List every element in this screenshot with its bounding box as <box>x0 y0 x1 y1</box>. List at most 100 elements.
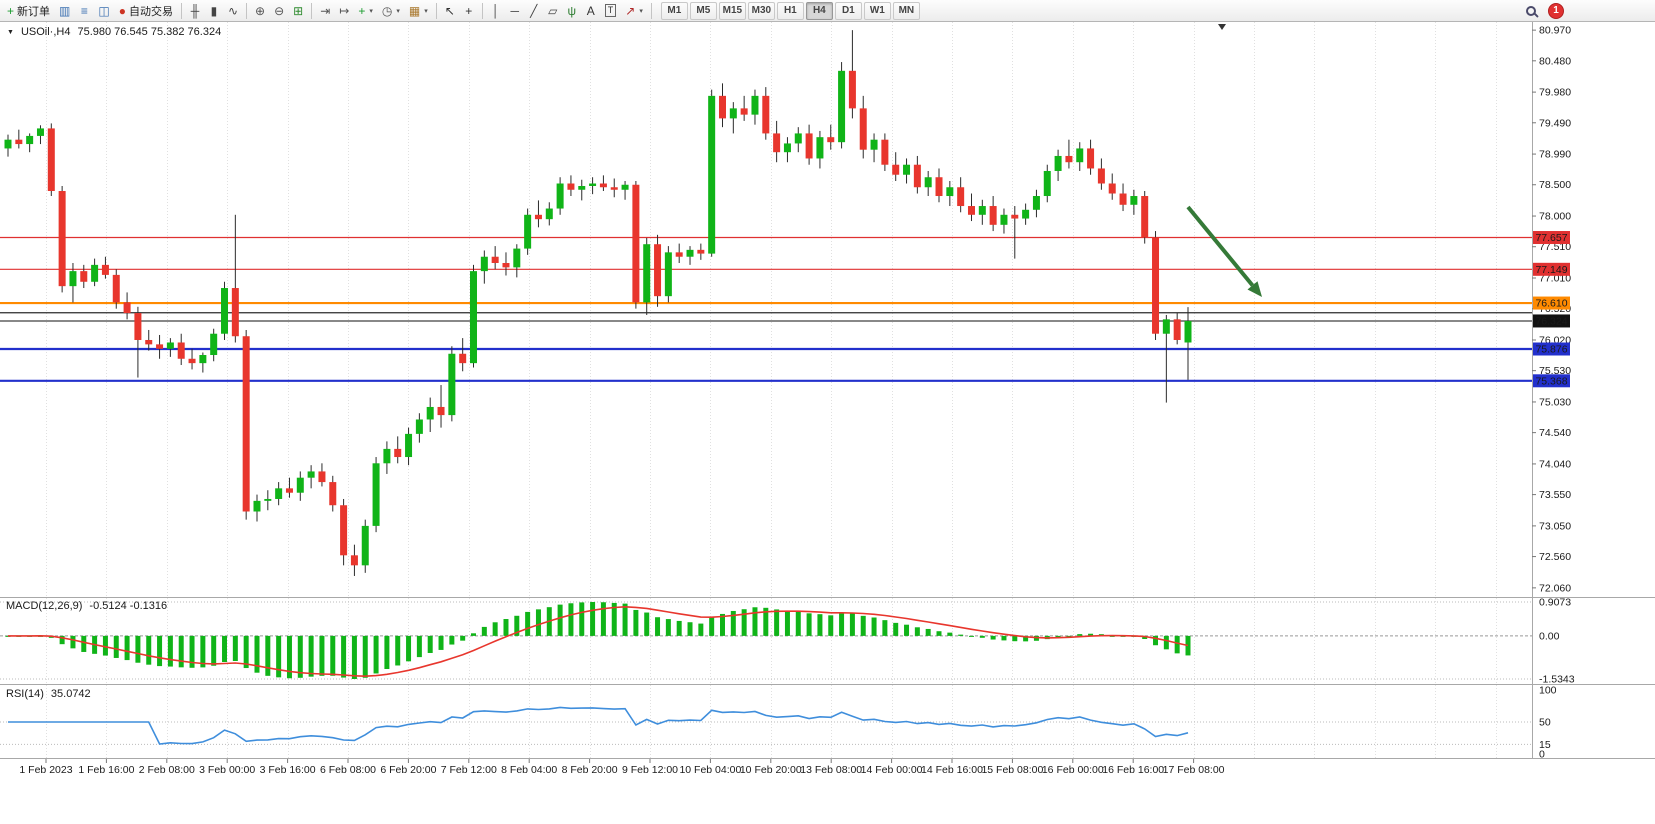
candle <box>296 471 304 501</box>
bull-candle-body <box>729 108 737 119</box>
candle <box>329 475 337 512</box>
zoom-out-button[interactable]: ⊖ <box>270 2 288 20</box>
candle <box>383 441 391 474</box>
data-window-button[interactable]: ◫ <box>94 2 113 20</box>
cursor-button[interactable]: ↖ <box>441 2 459 20</box>
candlestick-button[interactable]: ▮ <box>205 2 223 20</box>
bear-candle-body <box>502 262 510 268</box>
vertical-line-button[interactable]: │ <box>487 2 505 20</box>
candle <box>188 348 196 370</box>
bear-candle-body <box>80 271 88 282</box>
timeframe-w1-button[interactable]: W1 <box>863 1 891 20</box>
timeframe-m1-button[interactable]: M1 <box>660 1 688 20</box>
candle <box>58 186 66 293</box>
horizontal-line-button[interactable]: ─ <box>506 2 524 20</box>
fibonacci-button[interactable]: ψ <box>563 2 581 20</box>
bar-columns-icon: ▥ <box>59 3 71 18</box>
candle <box>534 200 542 228</box>
text-button[interactable]: A <box>582 2 600 20</box>
bull-candle-body <box>545 208 553 220</box>
new-order-icon: + <box>7 3 15 18</box>
chart-shift-button[interactable]: ↦ <box>335 2 353 20</box>
bull-candle-body <box>307 471 315 478</box>
timeframe-m15-button[interactable]: M15 <box>718 1 746 20</box>
timeframe-m5-button[interactable]: M5 <box>689 1 717 20</box>
time-axis-label: 10 Feb 04:00 <box>679 764 741 776</box>
candle <box>1000 208 1008 234</box>
bull-candle-body <box>1184 320 1192 343</box>
candle <box>69 262 77 303</box>
candle <box>405 427 413 466</box>
bull-candle-body <box>643 244 651 303</box>
periods-button[interactable]: ◷ ▾ <box>378 2 404 20</box>
charts-button[interactable]: ▥ <box>55 2 74 20</box>
zoom-in-button[interactable]: ⊕ <box>251 2 269 20</box>
bull-candle-body <box>264 498 272 501</box>
candle <box>610 178 618 198</box>
chart-shift-marker[interactable] <box>1218 24 1226 30</box>
candle <box>924 170 932 197</box>
time-axis-label: 14 Feb 16:00 <box>921 764 983 776</box>
bear-candle-body <box>881 139 889 165</box>
chart-dropdown-icon[interactable]: ▼ <box>7 28 14 36</box>
bull-candle-body <box>686 249 694 257</box>
timeframe-m30-button[interactable]: M30 <box>747 1 775 20</box>
auto-scroll-button[interactable]: ⇥ <box>316 2 334 20</box>
bear-candle-body <box>318 471 326 483</box>
time-axis-label: 1 Feb 2023 <box>19 764 72 776</box>
bear-candle-body <box>123 302 131 314</box>
indicators-button[interactable]: + ▾ <box>354 2 377 20</box>
caret-down-icon: ▾ <box>369 7 373 15</box>
trendline-icon: ╱ <box>530 3 538 18</box>
timeframe-h1-button[interactable]: H1 <box>776 1 804 20</box>
bull-candle-body <box>1162 319 1170 334</box>
candle <box>1108 173 1116 200</box>
price-axis-label: 79.490 <box>1539 117 1571 129</box>
notification-badge[interactable]: 1 <box>1548 2 1564 19</box>
candle <box>838 62 846 149</box>
bear-candle-body <box>1141 196 1149 238</box>
price-chip-bg <box>1533 231 1570 245</box>
trend-arrow-head[interactable] <box>1247 281 1263 297</box>
trendline-button[interactable]: ╱ <box>525 2 543 20</box>
ohlc-bars-button[interactable]: ╫ <box>186 2 204 20</box>
text-label-button[interactable]: T <box>601 2 621 20</box>
bear-candle-body <box>1011 214 1019 219</box>
channel-button[interactable]: ▱ <box>544 2 562 20</box>
toolbar-separator <box>650 2 652 19</box>
price-chip-bg <box>1533 296 1570 310</box>
arrows-button[interactable]: ↗ ▾ <box>621 2 647 20</box>
candle <box>708 89 716 257</box>
data-window-icon: ◫ <box>98 3 110 18</box>
tile-windows-button[interactable]: ⊞ <box>289 2 307 20</box>
new-order-button[interactable]: + 新订单 <box>3 2 54 20</box>
macd-title: MACD(12,26,9) <box>6 600 83 612</box>
bear-candle-body <box>675 252 683 257</box>
time-axis-label: 7 Feb 12:00 <box>441 764 497 776</box>
price-axis-label: 75.030 <box>1539 396 1571 408</box>
autotrading-button[interactable]: ● 自动交易 <box>115 2 177 20</box>
line-chart-button[interactable]: ∿ <box>224 2 242 20</box>
timeframe-h4-button[interactable]: H4 <box>805 1 833 20</box>
candle <box>783 137 791 163</box>
trend-arrow[interactable] <box>1186 205 1255 287</box>
price-axis-label: 78.500 <box>1539 179 1571 191</box>
price-chip-bg <box>1533 342 1570 356</box>
bear-candle-body <box>145 339 153 345</box>
macd-header: MACD(12,26,9) -0.5124 -0.1316 <box>6 600 167 612</box>
candle <box>437 385 445 428</box>
timeframe-d1-button[interactable]: D1 <box>834 1 862 20</box>
market-watch-button[interactable]: ≡ <box>75 2 93 20</box>
bull-candle-body <box>296 477 304 493</box>
timeframe-mn-button[interactable]: MN <box>892 1 920 20</box>
price-axis-label: 79.980 <box>1539 87 1571 99</box>
search-icon[interactable] <box>1526 5 1536 16</box>
bull-candle-body <box>1043 170 1051 197</box>
bear-candle-body <box>231 288 239 337</box>
price-chip-text: 76.610 <box>1535 298 1567 310</box>
candle <box>794 127 802 153</box>
bear-candle-body <box>156 344 164 349</box>
bear-candle-body <box>15 139 23 145</box>
crosshair-button[interactable]: + <box>460 2 478 20</box>
templates-button[interactable]: ▦ ▾ <box>405 2 432 20</box>
